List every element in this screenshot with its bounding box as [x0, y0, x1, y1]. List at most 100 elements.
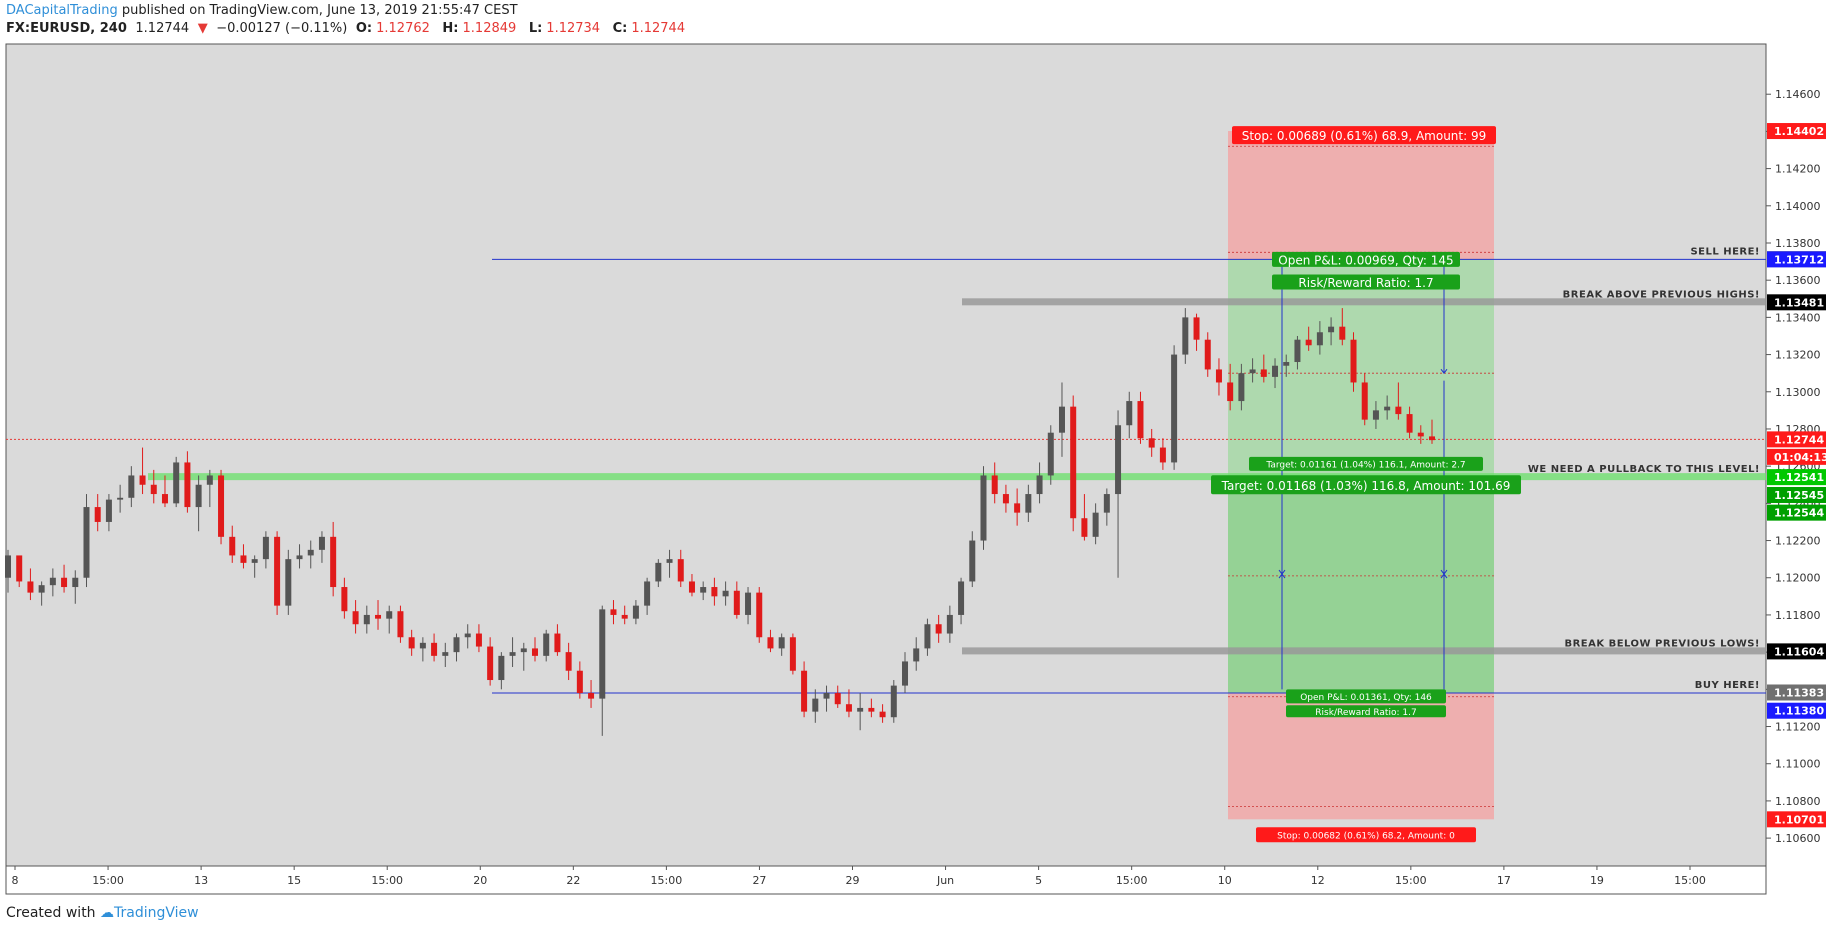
break-above-band [962, 298, 1766, 306]
price-tag: 1.12545 [1774, 489, 1824, 502]
candle-body [61, 577, 68, 588]
candle-body [1193, 317, 1200, 340]
candle-body [812, 698, 819, 712]
short-rr-label: Risk/Reward Ratio: 1.7 [1298, 276, 1433, 290]
short-rr-label-bg [1272, 274, 1460, 290]
short-stop-zone [1228, 131, 1494, 260]
candle-body [879, 711, 886, 718]
candle-body [318, 536, 325, 550]
candle-body [72, 577, 79, 588]
candle-body [834, 693, 841, 705]
time-tick-label: 22 [566, 874, 580, 887]
candle-body [150, 484, 157, 495]
candle-body [1025, 494, 1032, 513]
high-label: H: 1.12849 [442, 21, 517, 36]
change-value: −0.00127 (−0.11%) [216, 21, 348, 36]
author-link[interactable]: DACapitalTrading [6, 3, 118, 18]
candle-body [655, 562, 662, 582]
candle-body [565, 652, 572, 671]
candle-body [913, 648, 920, 662]
candle-body [464, 633, 471, 638]
candle-body [599, 609, 606, 699]
time-tick-label: 15 [287, 874, 301, 887]
candle-body [83, 507, 90, 578]
candle-body [206, 475, 213, 485]
candle-body [1429, 436, 1435, 441]
candle-body [419, 642, 426, 649]
candle-body [868, 707, 875, 712]
time-tick-label: 15:00 [371, 874, 403, 887]
price-tick-label: 1.11800 [1775, 609, 1821, 622]
candle-body [531, 648, 538, 656]
candle-body [27, 581, 34, 593]
candle-body [49, 577, 56, 586]
pullback-band [148, 473, 1766, 481]
candle-body [677, 559, 684, 582]
candle-body [1384, 406, 1391, 411]
candle-body [722, 590, 729, 597]
symbol-label: FX:EURUSD, 240 [6, 21, 127, 36]
publish-text: published on TradingView.com, June 13, 2… [121, 3, 518, 18]
plot-area [5, 43, 1767, 867]
candle-body [789, 637, 796, 671]
candle-body [767, 637, 774, 649]
candle-body [1092, 512, 1099, 537]
candle-body [173, 462, 180, 504]
candle-body [621, 614, 628, 619]
price-tag-bg [1767, 702, 1826, 719]
price-tick-label: 1.11200 [1775, 721, 1821, 734]
price-tag: 01:04:13 [1774, 451, 1828, 464]
close-value: 1.12744 [631, 21, 686, 36]
candle-body [1339, 326, 1346, 340]
long-arrow-1-head [1278, 573, 1286, 579]
candle-body [980, 475, 987, 541]
candle-body [94, 507, 101, 522]
time-tick-label: 19 [1590, 874, 1604, 887]
price-tick-label: 1.13600 [1775, 274, 1821, 287]
candle-body [1058, 406, 1065, 433]
short-stop-label: Stop: 0.00689 (0.61%) 68.9, Amount: 99 [1242, 129, 1487, 143]
price-tag: 1.13481 [1774, 296, 1824, 309]
break-below-band [962, 647, 1766, 655]
price-tag: 1.11604 [1774, 645, 1824, 658]
price-tag-bg [1767, 811, 1826, 828]
candle-body [801, 670, 808, 712]
price-tag: 1.12544 [1774, 507, 1824, 520]
candle-body [1417, 432, 1424, 437]
candle-body [1047, 432, 1054, 476]
candle-body [1395, 406, 1402, 415]
time-axis [5, 865, 1767, 895]
price-tag: 1.12541 [1774, 471, 1824, 484]
candle-body [845, 704, 852, 712]
price-tick-label: 1.11000 [1775, 758, 1821, 771]
candle-body [431, 642, 438, 656]
open-label: O: 1.12762 [355, 21, 430, 36]
level-text: SELL HERE! [1690, 246, 1760, 257]
level-text: BREAK ABOVE PREVIOUS HIGHS! [1563, 289, 1760, 300]
candle-body [229, 536, 236, 556]
price-tick-label: 1.13800 [1775, 237, 1821, 250]
candle-body [1294, 339, 1301, 363]
candle-body [307, 549, 314, 556]
candle-body [1103, 494, 1110, 513]
candle-body [408, 637, 415, 649]
long-target-zone [1228, 476, 1494, 694]
price-tag-bg [1767, 486, 1826, 503]
price-tag-bg [1767, 251, 1826, 268]
candle-body [274, 536, 281, 606]
candle-body [543, 633, 550, 656]
tradingview-link[interactable]: TradingView [114, 905, 199, 921]
candle-body [688, 581, 695, 593]
price-tick-label: 1.14600 [1775, 88, 1821, 101]
price-chart[interactable]: 1.146001.144001.142001.140001.138001.136… [0, 0, 1828, 900]
candle-body [453, 637, 460, 653]
time-tick-label: 8 [12, 874, 19, 887]
time-tick-label: 29 [846, 874, 860, 887]
candle-body [969, 540, 976, 582]
ohlc-legend: FX:EURUSD, 240 1.12744 ▼ −0.00127 (−0.11… [6, 21, 693, 37]
price-tag-bg [1767, 684, 1826, 701]
candle-body [1148, 438, 1155, 448]
candle-body [711, 587, 718, 597]
price-tag: 1.11380 [1774, 705, 1824, 718]
candle-body [1115, 425, 1122, 495]
